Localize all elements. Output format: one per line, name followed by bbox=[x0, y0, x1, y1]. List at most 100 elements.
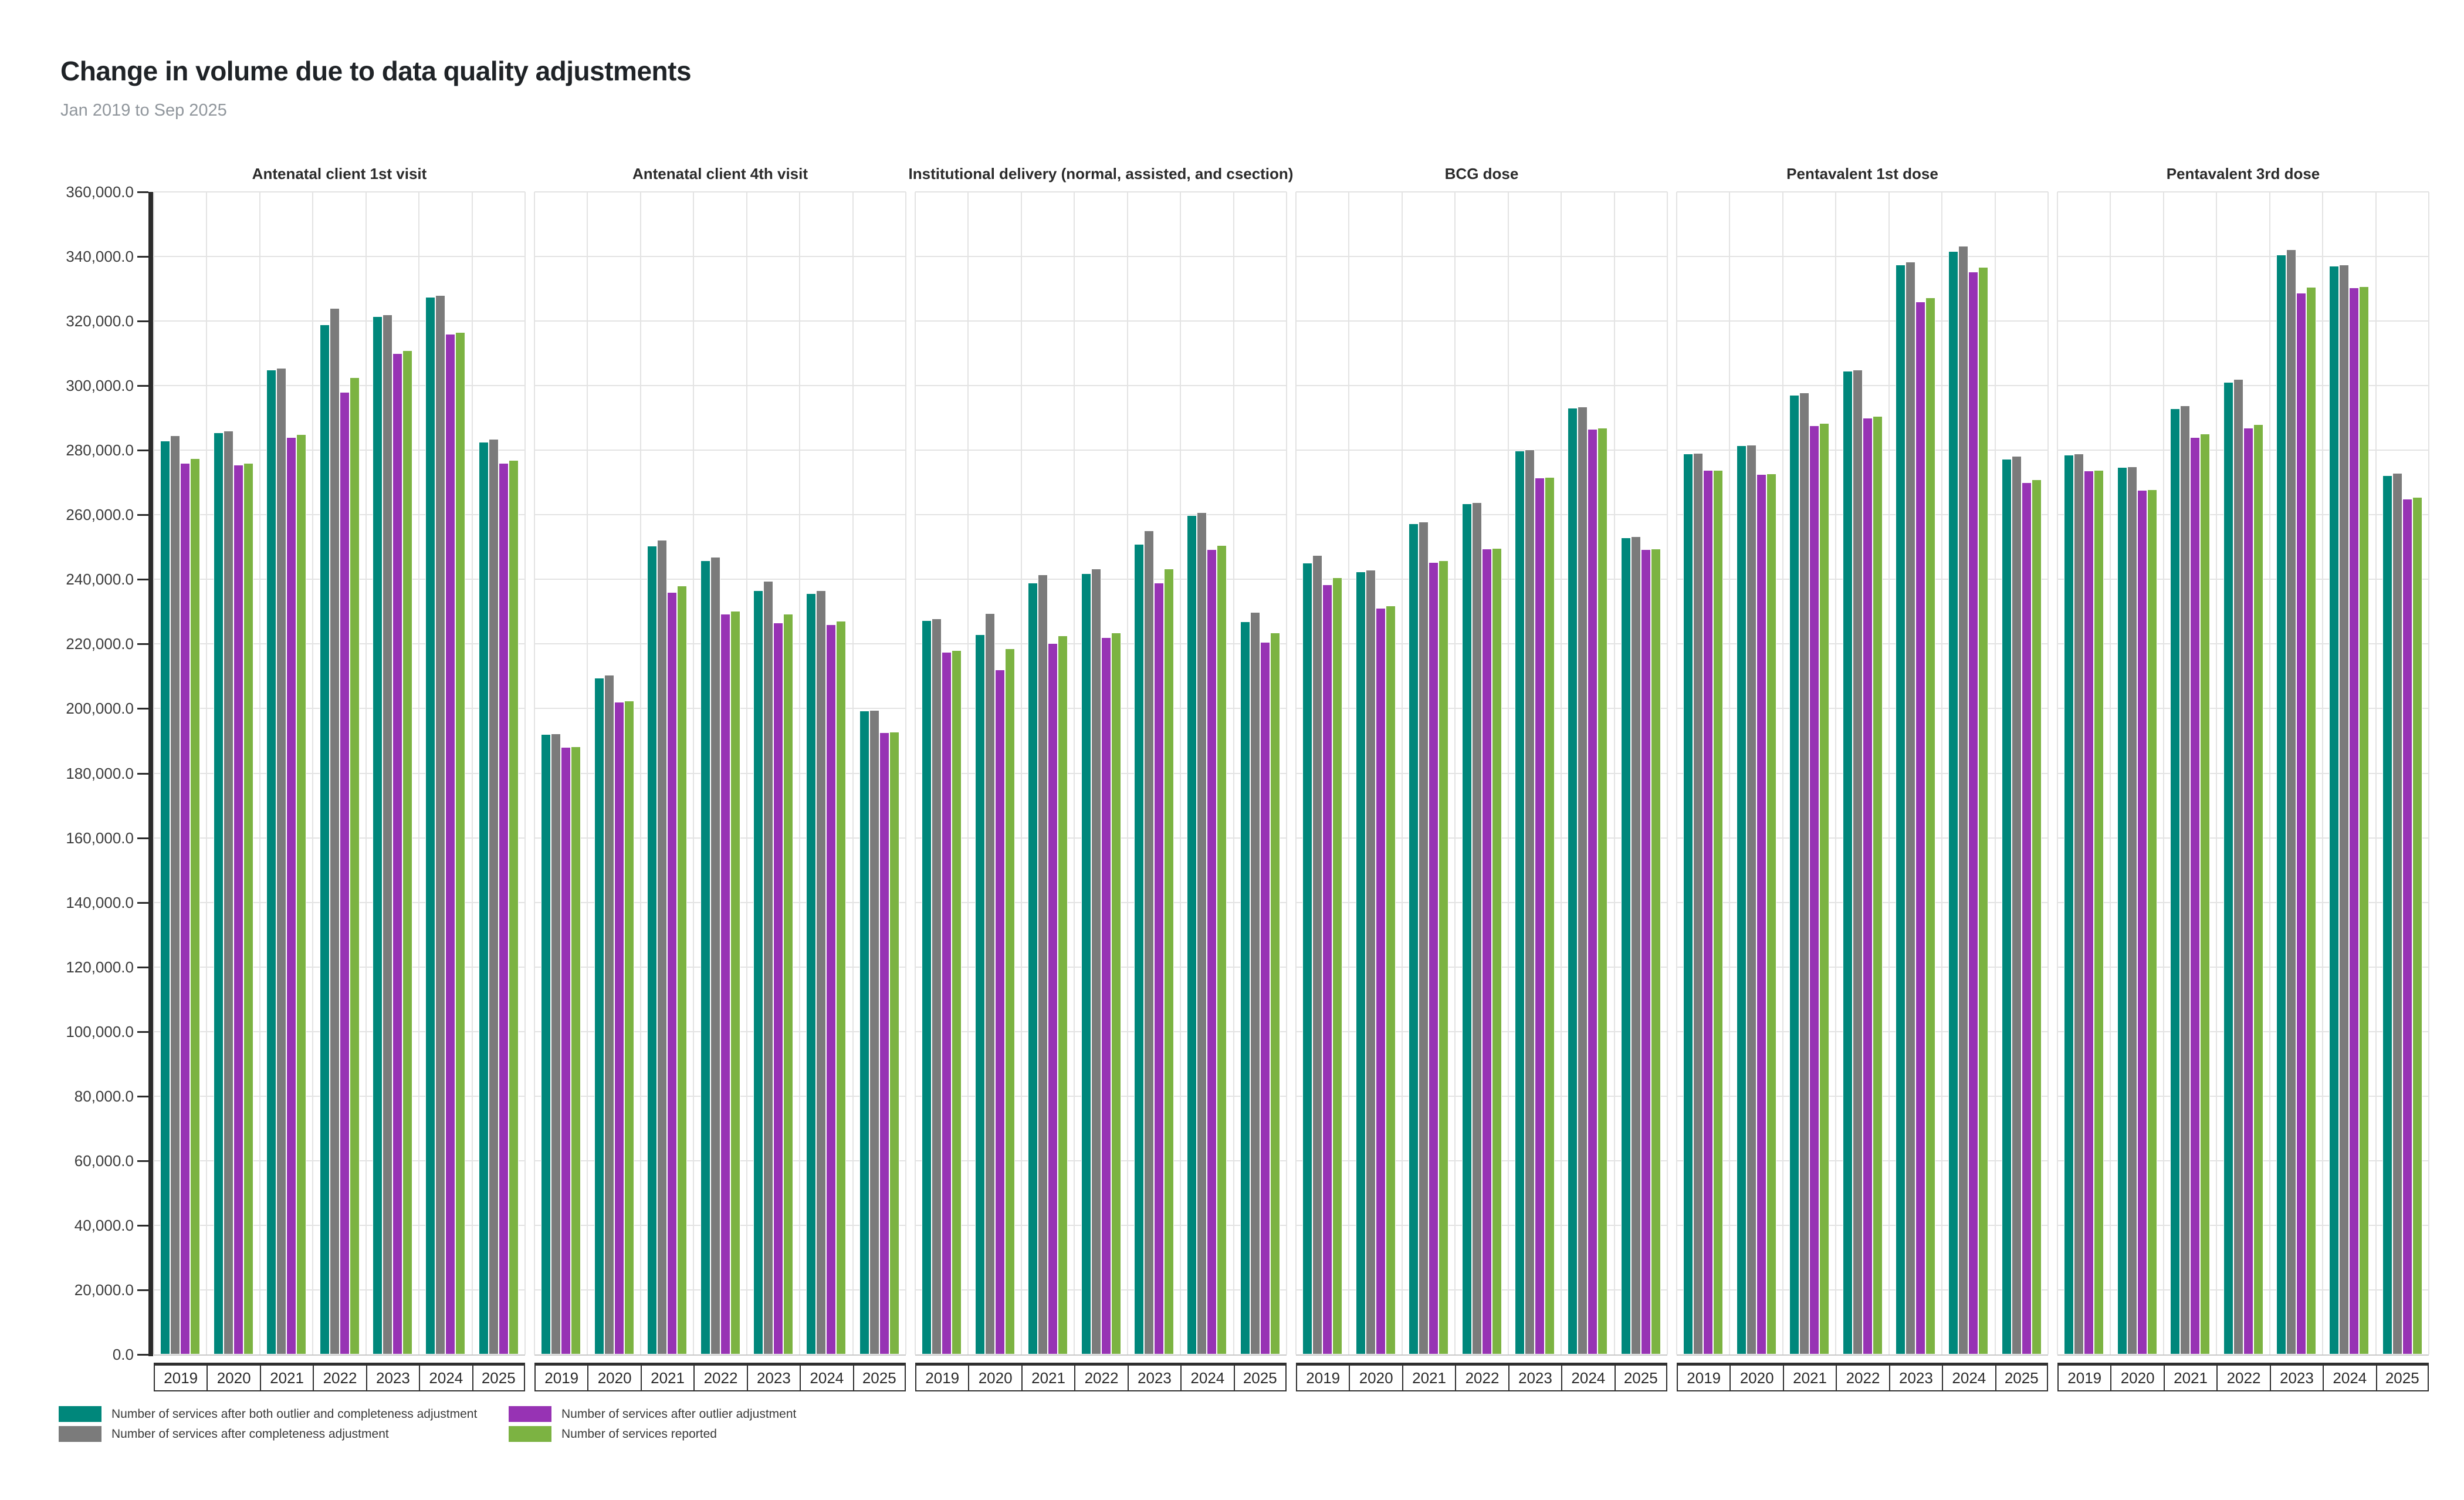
bar[interactable] bbox=[879, 732, 889, 1354]
bar[interactable] bbox=[2094, 469, 2104, 1354]
bar[interactable] bbox=[1153, 582, 1164, 1354]
bar[interactable] bbox=[1163, 569, 1174, 1354]
bar[interactable] bbox=[1799, 392, 1810, 1354]
bar[interactable] bbox=[1302, 563, 1313, 1354]
bar[interactable] bbox=[2233, 379, 2243, 1354]
bar[interactable] bbox=[1852, 369, 1863, 1354]
bar[interactable] bbox=[1958, 246, 1969, 1354]
bar[interactable] bbox=[349, 377, 360, 1354]
bar[interactable] bbox=[1332, 577, 1343, 1354]
bar[interactable] bbox=[1133, 544, 1144, 1354]
bar[interactable] bbox=[1819, 423, 1830, 1354]
bar[interactable] bbox=[392, 353, 402, 1354]
bar[interactable] bbox=[2021, 482, 2032, 1354]
bar[interactable] bbox=[339, 392, 350, 1354]
bar[interactable] bbox=[700, 560, 710, 1354]
bar[interactable] bbox=[1544, 477, 1555, 1354]
bar[interactable] bbox=[2001, 459, 2012, 1354]
bar[interactable] bbox=[2402, 499, 2412, 1354]
bar[interactable] bbox=[1809, 425, 1820, 1354]
bar[interactable] bbox=[2349, 288, 2360, 1354]
bar[interactable] bbox=[942, 652, 952, 1354]
bar[interactable] bbox=[478, 442, 489, 1354]
bar[interactable] bbox=[2147, 489, 2157, 1354]
bar[interactable] bbox=[1630, 536, 1641, 1354]
bar[interactable] bbox=[455, 332, 466, 1354]
bar[interactable] bbox=[2253, 424, 2263, 1354]
bar[interactable] bbox=[498, 463, 509, 1354]
bar[interactable] bbox=[2190, 437, 2201, 1354]
bar[interactable] bbox=[2359, 286, 2370, 1354]
bar[interactable] bbox=[435, 295, 446, 1354]
bar[interactable] bbox=[1187, 515, 1197, 1354]
bar[interactable] bbox=[826, 624, 837, 1354]
bar[interactable] bbox=[2084, 471, 2094, 1354]
bar[interactable] bbox=[445, 334, 456, 1354]
bar[interactable] bbox=[329, 308, 340, 1354]
bar[interactable] bbox=[594, 678, 604, 1354]
bar[interactable] bbox=[1703, 470, 1714, 1354]
bar[interactable] bbox=[2276, 255, 2286, 1354]
bar[interactable] bbox=[1862, 417, 1873, 1354]
bar[interactable] bbox=[2306, 287, 2316, 1354]
bar[interactable] bbox=[2339, 264, 2350, 1354]
bar[interactable] bbox=[180, 463, 191, 1354]
bar[interactable] bbox=[1111, 633, 1121, 1354]
bar[interactable] bbox=[1409, 523, 1419, 1354]
bar[interactable] bbox=[994, 670, 1005, 1354]
bar[interactable] bbox=[223, 431, 233, 1354]
bar[interactable] bbox=[1789, 394, 1800, 1354]
bar[interactable] bbox=[1978, 267, 1989, 1354]
bar[interactable] bbox=[1713, 469, 1724, 1354]
bar[interactable] bbox=[1736, 445, 1747, 1354]
bar[interactable] bbox=[816, 590, 827, 1354]
bar[interactable] bbox=[1048, 643, 1058, 1354]
bar[interactable] bbox=[1872, 416, 1883, 1354]
bar[interactable] bbox=[2329, 266, 2340, 1354]
bar[interactable] bbox=[1534, 477, 1545, 1354]
bar[interactable] bbox=[932, 619, 942, 1354]
bar[interactable] bbox=[1620, 537, 1631, 1354]
bar[interactable] bbox=[243, 463, 253, 1354]
bar[interactable] bbox=[541, 734, 551, 1354]
bar[interactable] bbox=[1481, 548, 1492, 1354]
bar[interactable] bbox=[753, 590, 763, 1354]
bar[interactable] bbox=[1693, 452, 1704, 1354]
bar[interactable] bbox=[974, 634, 985, 1354]
bar[interactable] bbox=[869, 710, 879, 1354]
bar[interactable] bbox=[1439, 560, 1449, 1354]
bar[interactable] bbox=[1895, 264, 1905, 1354]
bar[interactable] bbox=[1568, 408, 1578, 1354]
bar[interactable] bbox=[1491, 548, 1502, 1354]
bar[interactable] bbox=[1471, 502, 1482, 1354]
bar[interactable] bbox=[952, 650, 962, 1354]
bar[interactable] bbox=[783, 614, 793, 1354]
bar[interactable] bbox=[1101, 637, 1111, 1354]
bar[interactable] bbox=[1004, 648, 1015, 1354]
bar[interactable] bbox=[1683, 453, 1694, 1354]
bar[interactable] bbox=[170, 435, 181, 1354]
bar[interactable] bbox=[1355, 572, 1366, 1354]
bar[interactable] bbox=[667, 592, 678, 1354]
bar[interactable] bbox=[922, 620, 932, 1354]
bar[interactable] bbox=[2382, 475, 2392, 1354]
bar[interactable] bbox=[1578, 406, 1588, 1354]
bar[interactable] bbox=[1842, 371, 1853, 1354]
bar[interactable] bbox=[2137, 490, 2147, 1354]
bar[interactable] bbox=[1524, 450, 1535, 1354]
bar[interactable] bbox=[1968, 271, 1979, 1354]
bar[interactable] bbox=[1640, 549, 1651, 1354]
bar[interactable] bbox=[1650, 548, 1661, 1354]
bar[interactable] bbox=[677, 586, 688, 1354]
bar[interactable] bbox=[561, 747, 571, 1354]
bar[interactable] bbox=[1597, 427, 1608, 1354]
bar[interactable] bbox=[1365, 569, 1376, 1354]
bar[interactable] bbox=[2392, 473, 2402, 1354]
bar[interactable] bbox=[710, 557, 720, 1354]
bar[interactable] bbox=[806, 593, 817, 1354]
bar[interactable] bbox=[1419, 522, 1429, 1354]
bar[interactable] bbox=[1038, 574, 1048, 1354]
bar[interactable] bbox=[1058, 635, 1068, 1354]
bar[interactable] bbox=[160, 440, 171, 1354]
bar[interactable] bbox=[2064, 455, 2074, 1354]
